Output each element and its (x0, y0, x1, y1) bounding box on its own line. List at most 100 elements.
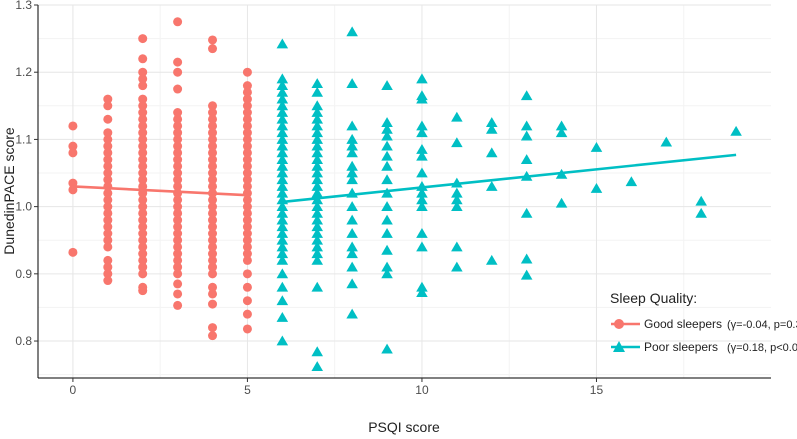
data-point (695, 207, 707, 218)
data-point (138, 168, 148, 178)
data-point (276, 281, 289, 292)
data-point (138, 161, 148, 171)
data-point (311, 214, 324, 225)
data-point (485, 254, 498, 265)
data-point (208, 148, 218, 158)
data-point (173, 108, 183, 118)
data-point (173, 300, 183, 310)
data-point (208, 44, 218, 54)
data-point (451, 187, 463, 198)
data-point (311, 127, 324, 138)
data-point (276, 214, 289, 225)
data-point (416, 194, 428, 205)
data-point (416, 281, 428, 292)
data-point (311, 147, 324, 158)
data-point (276, 167, 289, 178)
data-point (208, 181, 218, 191)
data-point (208, 141, 218, 151)
data-point (208, 269, 218, 279)
data-point (451, 261, 463, 272)
data-point (208, 323, 218, 333)
data-point (242, 128, 252, 138)
data-point (173, 255, 183, 265)
data-point (103, 175, 113, 185)
data-point (311, 228, 324, 238)
data-point (520, 154, 533, 164)
data-point (173, 121, 183, 131)
data-point (381, 201, 393, 212)
series-good-sleepers (68, 17, 252, 341)
data-point (173, 242, 183, 252)
data-point (208, 222, 218, 232)
data-point (346, 308, 358, 319)
data-point (416, 228, 428, 238)
data-point (276, 221, 289, 232)
data-point (311, 281, 324, 292)
data-point (520, 90, 533, 101)
data-point (311, 174, 324, 185)
data-point (173, 114, 183, 124)
data-point (555, 127, 568, 138)
data-point (208, 255, 218, 265)
data-point (311, 221, 324, 232)
data-point (381, 117, 393, 128)
data-point (103, 222, 113, 232)
data-point (242, 121, 252, 131)
data-point (416, 287, 428, 298)
data-point (276, 241, 289, 252)
data-point (173, 84, 183, 94)
data-point (346, 228, 358, 238)
data-point (311, 160, 324, 171)
data-point (242, 309, 252, 319)
data-point (242, 87, 252, 97)
data-point (276, 154, 289, 164)
data-point (276, 228, 289, 238)
data-point (311, 154, 324, 164)
data-point (138, 155, 148, 165)
data-point (381, 343, 393, 354)
data-point (276, 38, 289, 49)
data-point (381, 160, 393, 171)
y-axis-title: DunedinPACE score (1, 127, 17, 255)
data-point (242, 242, 252, 252)
data-point (103, 141, 113, 151)
legend-label-good: Good sleepers (644, 317, 722, 331)
data-point (311, 361, 324, 371)
axes (37, 5, 771, 379)
data-point (138, 141, 148, 151)
data-point (103, 128, 113, 138)
data-point (242, 148, 252, 158)
data-point (311, 167, 324, 178)
data-point (242, 208, 252, 218)
data-point (520, 130, 533, 141)
data-point (103, 202, 113, 212)
data-point (311, 234, 324, 245)
data-point (138, 269, 148, 279)
data-point (103, 255, 113, 265)
legend-triangle-icon (613, 341, 625, 352)
data-point (276, 120, 289, 131)
data-point (103, 148, 113, 158)
legend-stat-good: (γ=-0.04, p=0.36) (727, 319, 797, 331)
data-point (346, 78, 358, 89)
data-point (311, 133, 324, 144)
data-point (346, 120, 358, 131)
data-point (242, 134, 252, 144)
data-point (276, 127, 289, 138)
data-point (242, 161, 252, 171)
data-point (138, 121, 148, 131)
legend-item-poor-sleepers: Poor sleepers (γ=0.18, p<0.01) (611, 340, 797, 354)
data-point (311, 207, 324, 218)
data-point (660, 136, 673, 147)
x-tick-label: 5 (244, 383, 251, 397)
data-point (381, 80, 393, 91)
data-point (311, 254, 324, 265)
data-point (242, 141, 252, 151)
data-point (520, 120, 533, 131)
data-point (311, 201, 324, 212)
data-point (381, 174, 393, 185)
data-point (208, 155, 218, 165)
data-point (416, 150, 428, 161)
data-point (208, 282, 218, 292)
